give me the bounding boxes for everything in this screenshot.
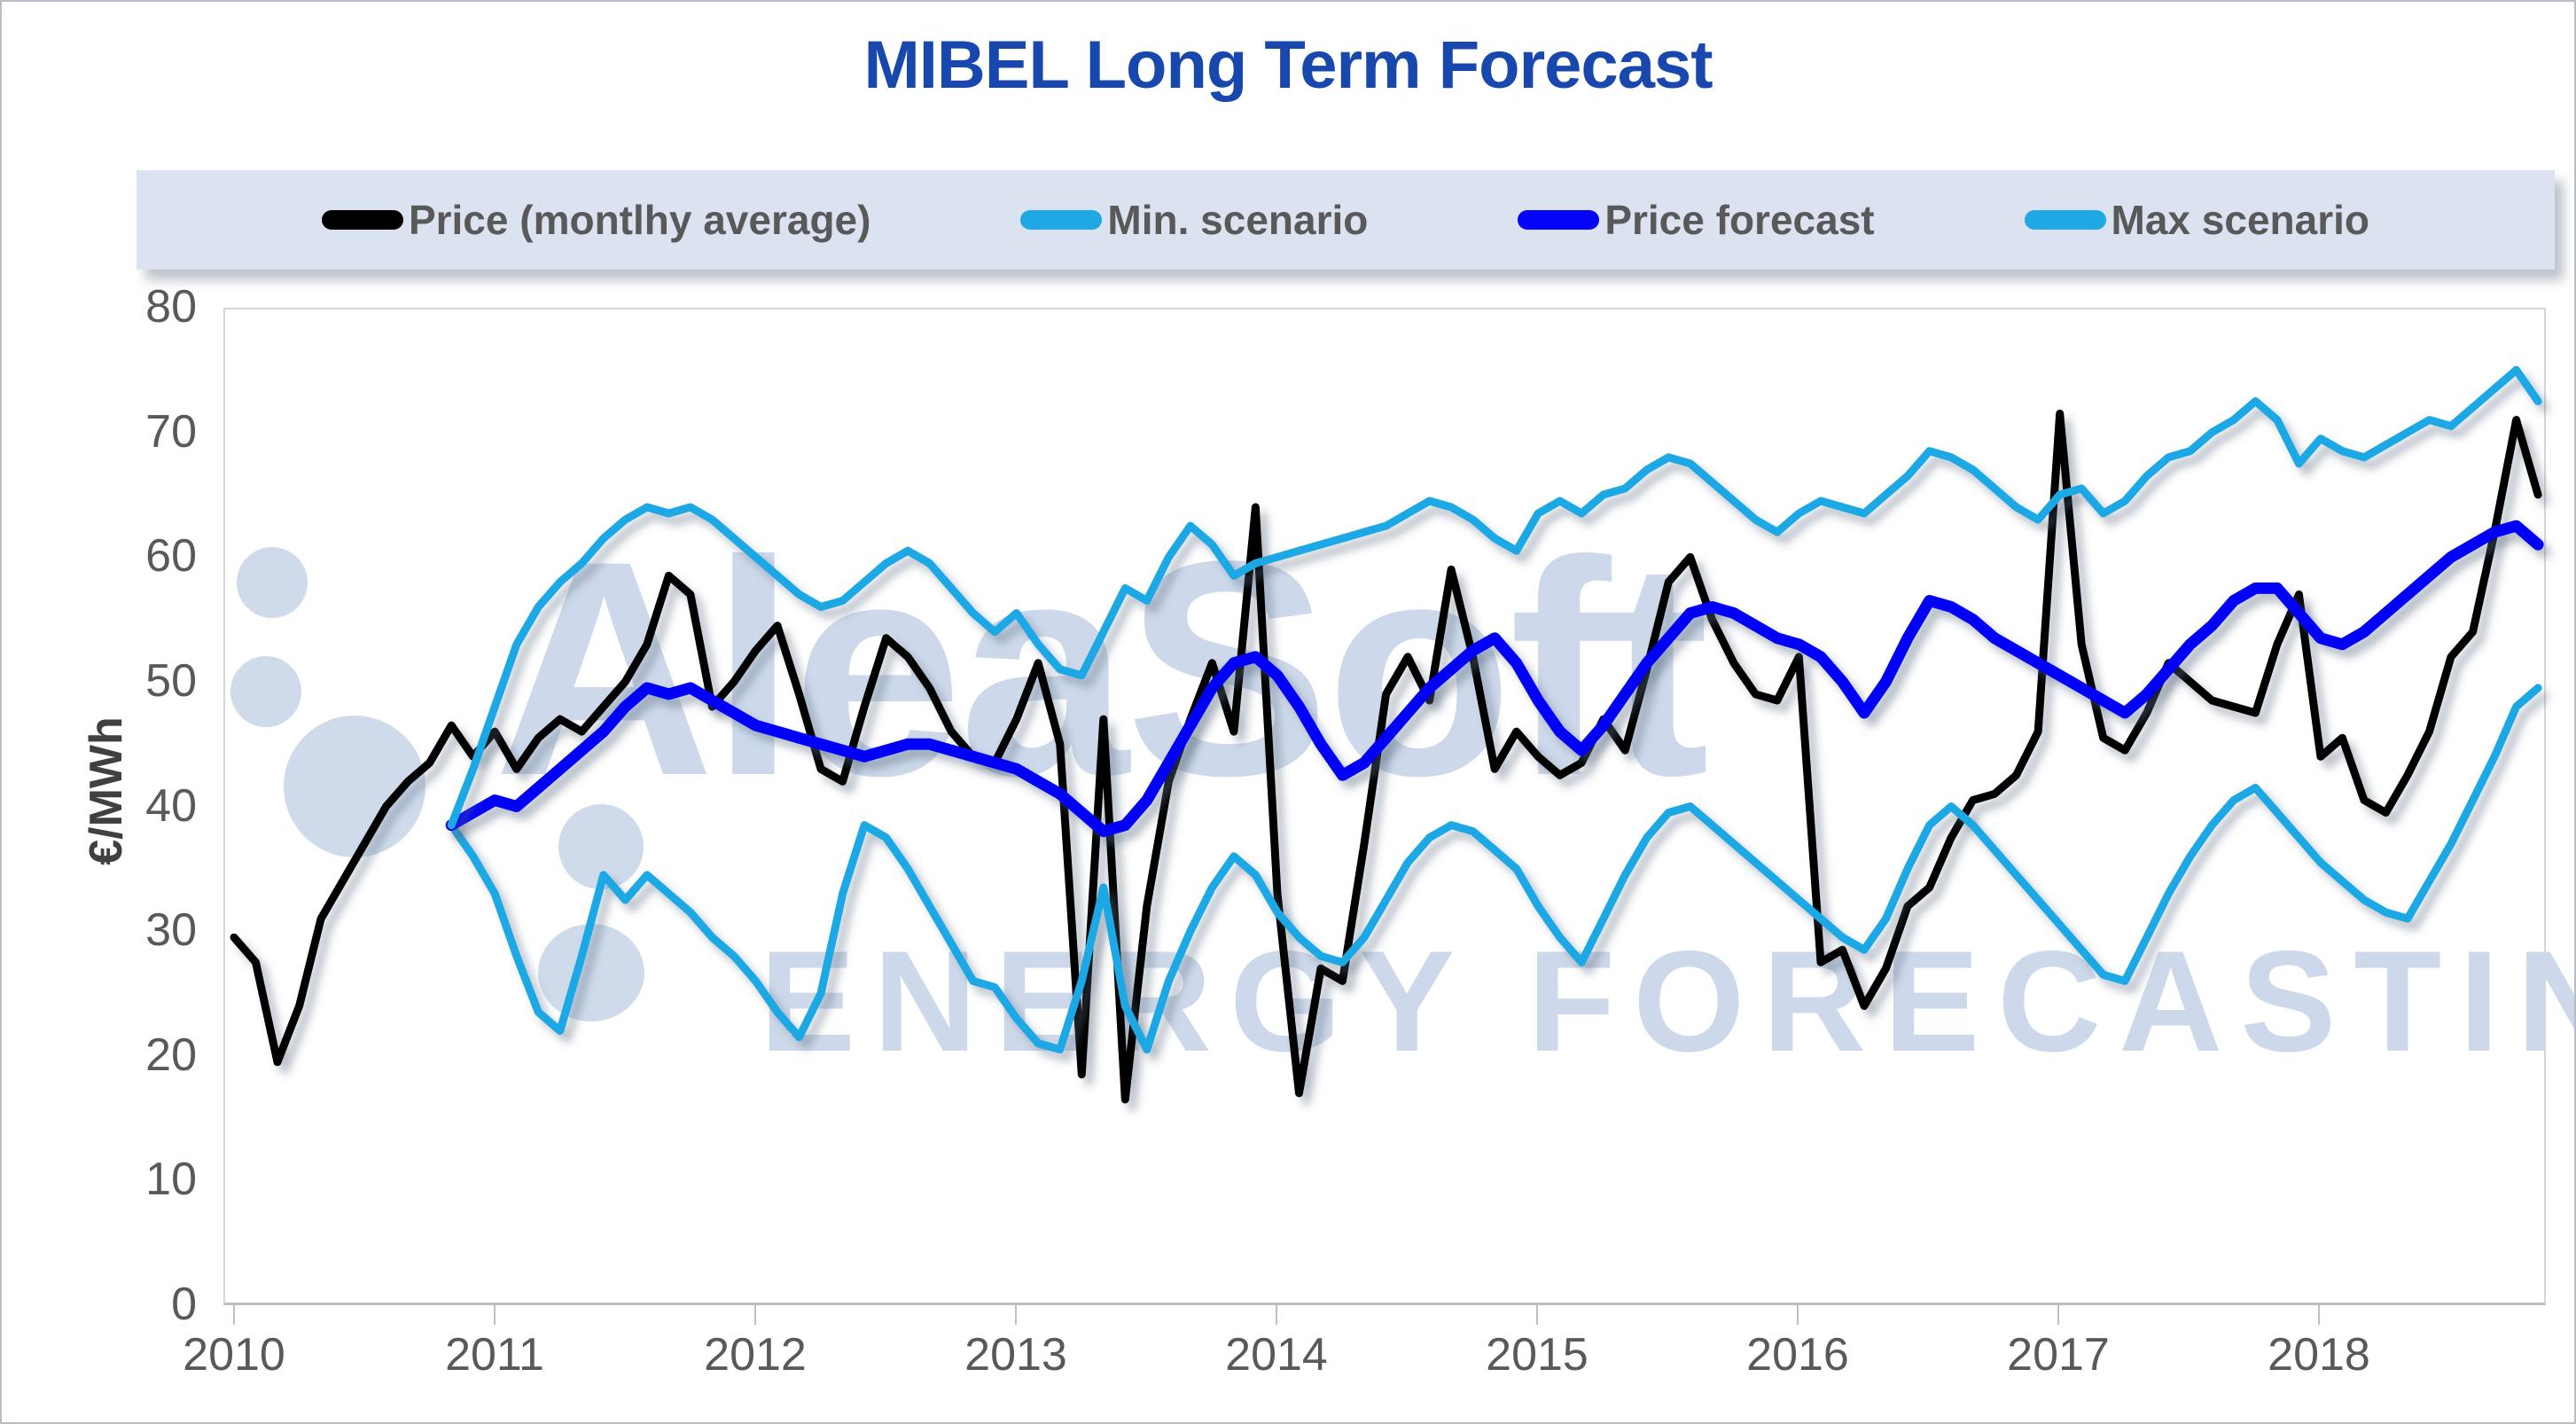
x-axis-label-2016: 2016	[1746, 1329, 1849, 1381]
watermark-logo-dot-icon	[237, 547, 308, 618]
y-axis-label-60: 60	[145, 530, 197, 583]
x-axis-label-2014: 2014	[1225, 1329, 1328, 1381]
x-axis-label-2017: 2017	[2007, 1329, 2110, 1381]
x-axis-label-2015: 2015	[1486, 1329, 1589, 1381]
min-scenario-line-marker-icon	[1020, 210, 1103, 230]
series-line-min-scenario	[447, 684, 2542, 1054]
x-axis-tick-mark	[2318, 1305, 2320, 1325]
y-axis-label-20: 20	[145, 1029, 197, 1081]
x-axis-label-2011: 2011	[445, 1329, 544, 1381]
series-line-price-forecast	[445, 520, 2544, 838]
max-scenario-line-marker-icon	[2024, 210, 2106, 230]
legend-item-price-forecast: Price forecast	[1518, 196, 1875, 244]
x-axis-label-2012: 2012	[704, 1329, 807, 1381]
legend: Price (montlhy average) Min. scenario Pr…	[137, 170, 2555, 270]
y-axis-label-70: 70	[145, 405, 197, 458]
x-axis-tick-mark	[1015, 1305, 1017, 1325]
y-axis-label-10: 10	[145, 1154, 197, 1206]
x-axis-tick-mark	[233, 1305, 235, 1325]
watermark-tagline-text: ENERGY FORECASTING	[760, 921, 2576, 1082]
x-axis-tick-mark	[1797, 1305, 1799, 1325]
x-axis-tick-mark	[1276, 1305, 1277, 1325]
y-axis-label-40: 40	[145, 779, 197, 832]
legend-label-max-scenario: Max scenario	[2111, 197, 2370, 243]
legend-item-max-scenario: Max scenario	[2024, 196, 2370, 244]
legend-item-min-scenario: Min. scenario	[1020, 196, 1368, 244]
x-axis-tick-mark	[2057, 1305, 2059, 1325]
y-axis-label-30: 30	[145, 904, 197, 957]
watermark-logo-dot-icon	[230, 656, 301, 727]
legend-label-min-scenario: Min. scenario	[1107, 197, 1369, 243]
legend-label-price: Price (montlhy average)	[408, 197, 871, 243]
data-series-lines	[230, 365, 2544, 1104]
plot-area	[223, 308, 2546, 1305]
legend-label-price-forecast: Price forecast	[1604, 197, 1875, 243]
x-axis-label-2013: 2013	[964, 1329, 1067, 1381]
x-axis-label-2010: 2010	[183, 1329, 285, 1381]
y-axis-label-50: 50	[145, 654, 197, 707]
legend-item-price: Price (montlhy average)	[321, 196, 871, 244]
price-line-marker-icon	[321, 210, 403, 230]
watermark-logo-dot-icon	[538, 924, 644, 1021]
x-axis-tick-mark	[1536, 1305, 1538, 1325]
price-forecast-line-marker-icon	[1518, 210, 1600, 230]
y-axis-label-80: 80	[145, 281, 197, 333]
x-axis-tick-mark	[754, 1305, 756, 1325]
series-line-max-scenario	[447, 365, 2542, 830]
chart-title: MIBEL Long Term Forecast	[863, 27, 1713, 103]
y-axis-label-0: 0	[171, 1279, 197, 1330]
x-axis-tick-mark	[494, 1305, 496, 1325]
series-line-price-montlhy-average-	[230, 410, 2542, 1104]
x-axis-label-2018: 2018	[2268, 1329, 2370, 1381]
